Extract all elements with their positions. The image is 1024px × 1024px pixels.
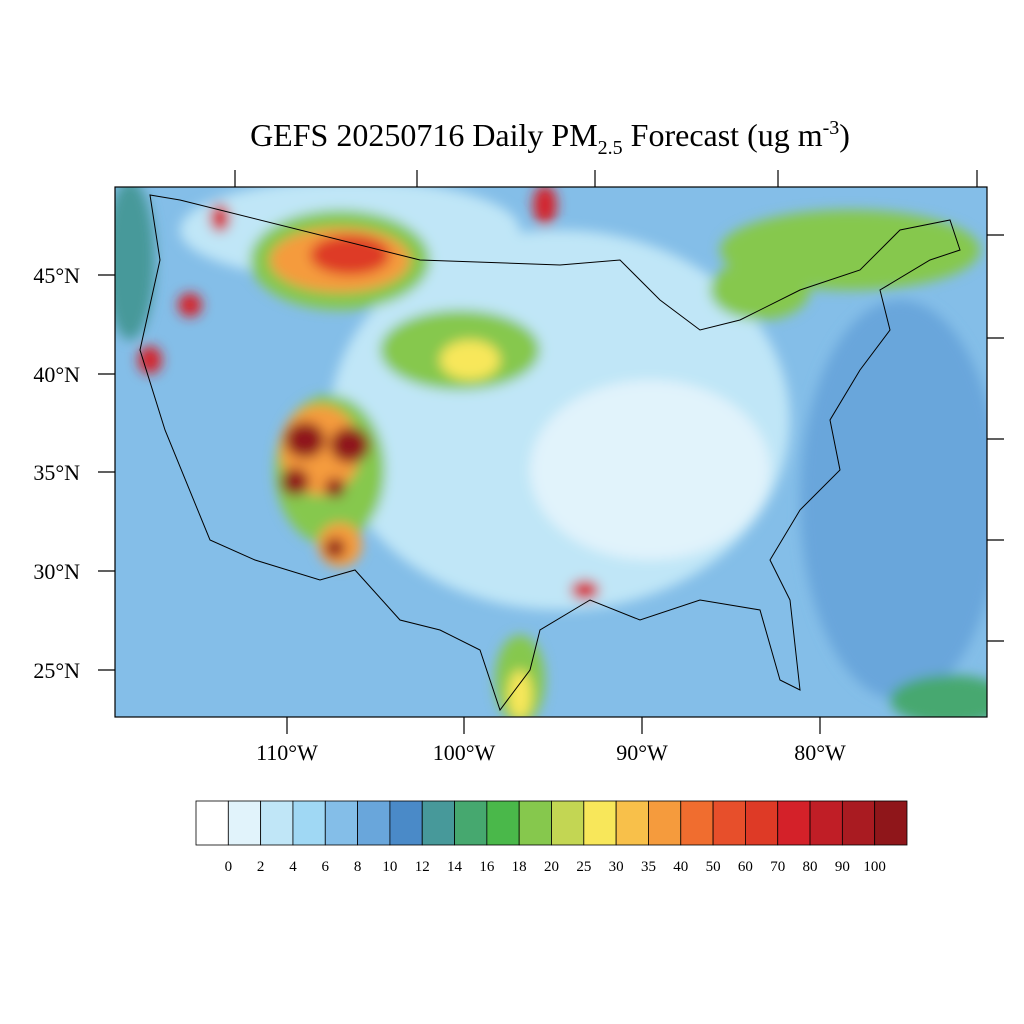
colorbar-box (648, 800, 682, 846)
colorbar-box (712, 800, 746, 846)
colorbar-box (777, 800, 811, 846)
colorbar-label: 8 (354, 859, 362, 875)
colorbar-label: 14 (447, 859, 463, 875)
colorbar-box (260, 800, 294, 846)
title-middle: Forecast (ug m (623, 117, 823, 153)
colorbar-label: 0 (225, 859, 233, 875)
colorbar-box (583, 800, 617, 846)
lat-label: 30°N (33, 559, 80, 584)
lon-label: 100°W (433, 740, 496, 765)
colorbar-box (615, 800, 649, 846)
title: GEFS 20250716 Daily PM2.5 Forecast (ug m… (250, 117, 850, 159)
lon-label: 80°W (794, 740, 846, 765)
colorbar-label: 20 (544, 859, 559, 875)
colorbar-box (745, 800, 779, 846)
lon-label: 90°W (616, 740, 668, 765)
colorbar-box (809, 800, 843, 846)
colorbar-label: 6 (322, 859, 330, 875)
colorbar-box (324, 800, 358, 846)
lon-label: 110°W (256, 740, 318, 765)
title-end: ) (839, 117, 850, 153)
colorbar-label: 70 (770, 859, 785, 875)
colorbar-label: 80 (803, 859, 818, 875)
colorbar-box (227, 800, 262, 846)
colorbar-box (486, 800, 520, 846)
colorbar-box (680, 800, 714, 846)
colorbar-label: 12 (415, 859, 430, 875)
colorbar-label: 50 (706, 859, 721, 875)
colorbar-label: 16 (479, 859, 495, 875)
map-field (115, 187, 987, 717)
colorbar-box (389, 800, 423, 846)
colorbar-box (841, 800, 876, 846)
colorbar-box (518, 800, 552, 846)
colorbar-box (421, 800, 455, 846)
colorbar-label: 4 (289, 859, 297, 875)
map-ticks (98, 170, 1004, 734)
colorbar-label: 2 (257, 859, 265, 875)
colorbar-label: 10 (382, 859, 397, 875)
colorbar-box (195, 800, 229, 846)
colorbar-label: 100 (863, 859, 886, 875)
colorbar-box (292, 800, 326, 846)
colorbar-label: 60 (738, 859, 753, 875)
colorbar-label: 18 (512, 859, 527, 875)
lat-label: 25°N (33, 658, 80, 683)
colorbar-label: 40 (673, 859, 688, 875)
lat-label: 45°N (33, 263, 80, 288)
colorbar-label: 90 (835, 859, 850, 875)
colorbar-label: 25 (576, 859, 591, 875)
colorbar-box (874, 800, 908, 846)
title-main: GEFS 20250716 Daily PM (250, 117, 598, 153)
colorbar-box (357, 800, 391, 846)
lat-label: 40°N (33, 362, 80, 387)
lat-label: 35°N (33, 460, 80, 485)
colorbar-box (551, 800, 585, 846)
colorbar-label: 30 (609, 859, 624, 875)
title-subscript: 2.5 (598, 137, 623, 159)
title-superscript: -3 (823, 117, 840, 139)
map-frame (114, 186, 988, 718)
colorbar-label: 35 (641, 859, 656, 875)
colorbar-box (454, 800, 488, 846)
